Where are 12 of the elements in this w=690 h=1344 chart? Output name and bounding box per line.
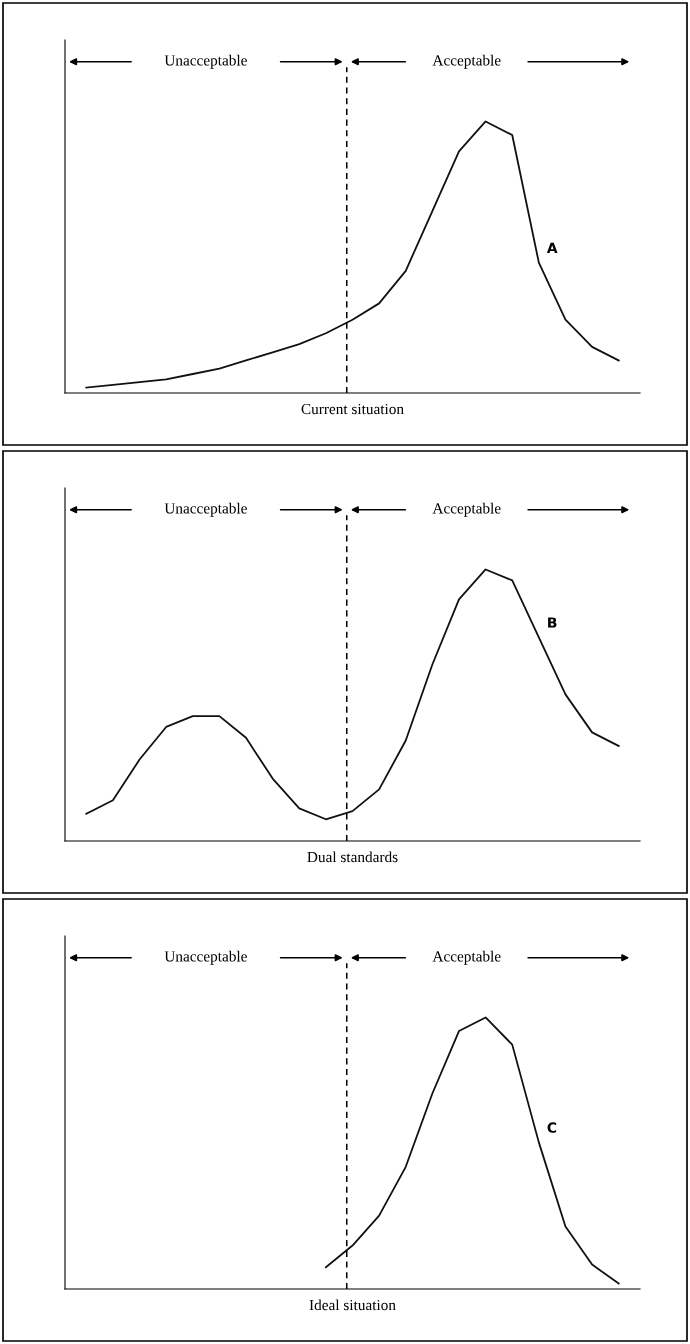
text: Unacceptable xyxy=(164,502,247,517)
x-axis-title: Dual standards xyxy=(307,851,398,863)
x-axis-title: Current situation xyxy=(301,403,404,415)
text: Acceptable xyxy=(432,502,501,517)
series-label: B xyxy=(548,617,557,628)
text: Unacceptable xyxy=(164,54,247,69)
text: Acceptable xyxy=(432,54,501,69)
x-axis-title: Ideal situation xyxy=(309,1299,396,1311)
series-label: C xyxy=(547,1122,557,1133)
text: Acceptable xyxy=(432,950,501,965)
text: Unacceptable xyxy=(164,950,247,965)
series-label: A xyxy=(546,242,558,253)
